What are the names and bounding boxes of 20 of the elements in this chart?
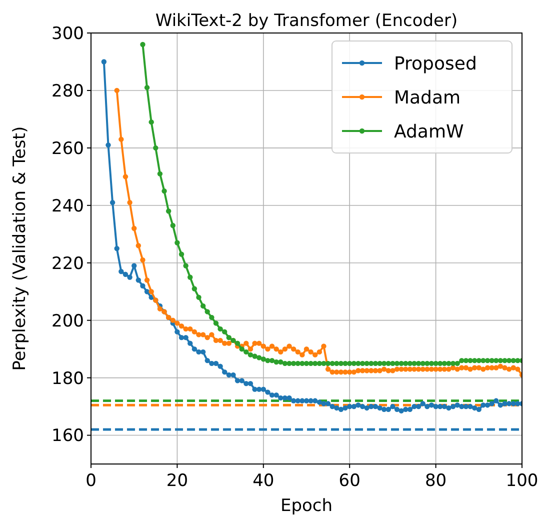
y-tick-label: 240 bbox=[52, 196, 84, 216]
y-axis-title: Perplexity (Validation & Test) bbox=[10, 126, 30, 371]
legend-label: Madam bbox=[394, 87, 461, 108]
x-tick-label: 60 bbox=[338, 471, 360, 491]
legend-label: Proposed bbox=[394, 53, 477, 74]
y-tick-label: 160 bbox=[52, 426, 84, 446]
x-tick-label: 20 bbox=[166, 471, 188, 491]
x-tick-label: 100 bbox=[506, 471, 538, 491]
y-tick-label: 280 bbox=[52, 81, 84, 102]
x-tick-label: 40 bbox=[252, 471, 274, 491]
chart-title: WikiText-2 by Transfomer (Encoder) bbox=[155, 11, 458, 31]
x-tick-label: 80 bbox=[424, 471, 447, 491]
x-tick-label: 0 bbox=[86, 471, 96, 491]
x-axis-title: Epoch bbox=[280, 496, 333, 516]
y-tick-label: 300 bbox=[52, 24, 84, 44]
y-tick-label: 180 bbox=[52, 368, 84, 389]
legend-label: AdamW bbox=[394, 121, 464, 142]
y-tick-label: 220 bbox=[52, 254, 84, 274]
y-tick-label: 200 bbox=[52, 311, 84, 332]
y-tick-label: 260 bbox=[52, 138, 84, 159]
